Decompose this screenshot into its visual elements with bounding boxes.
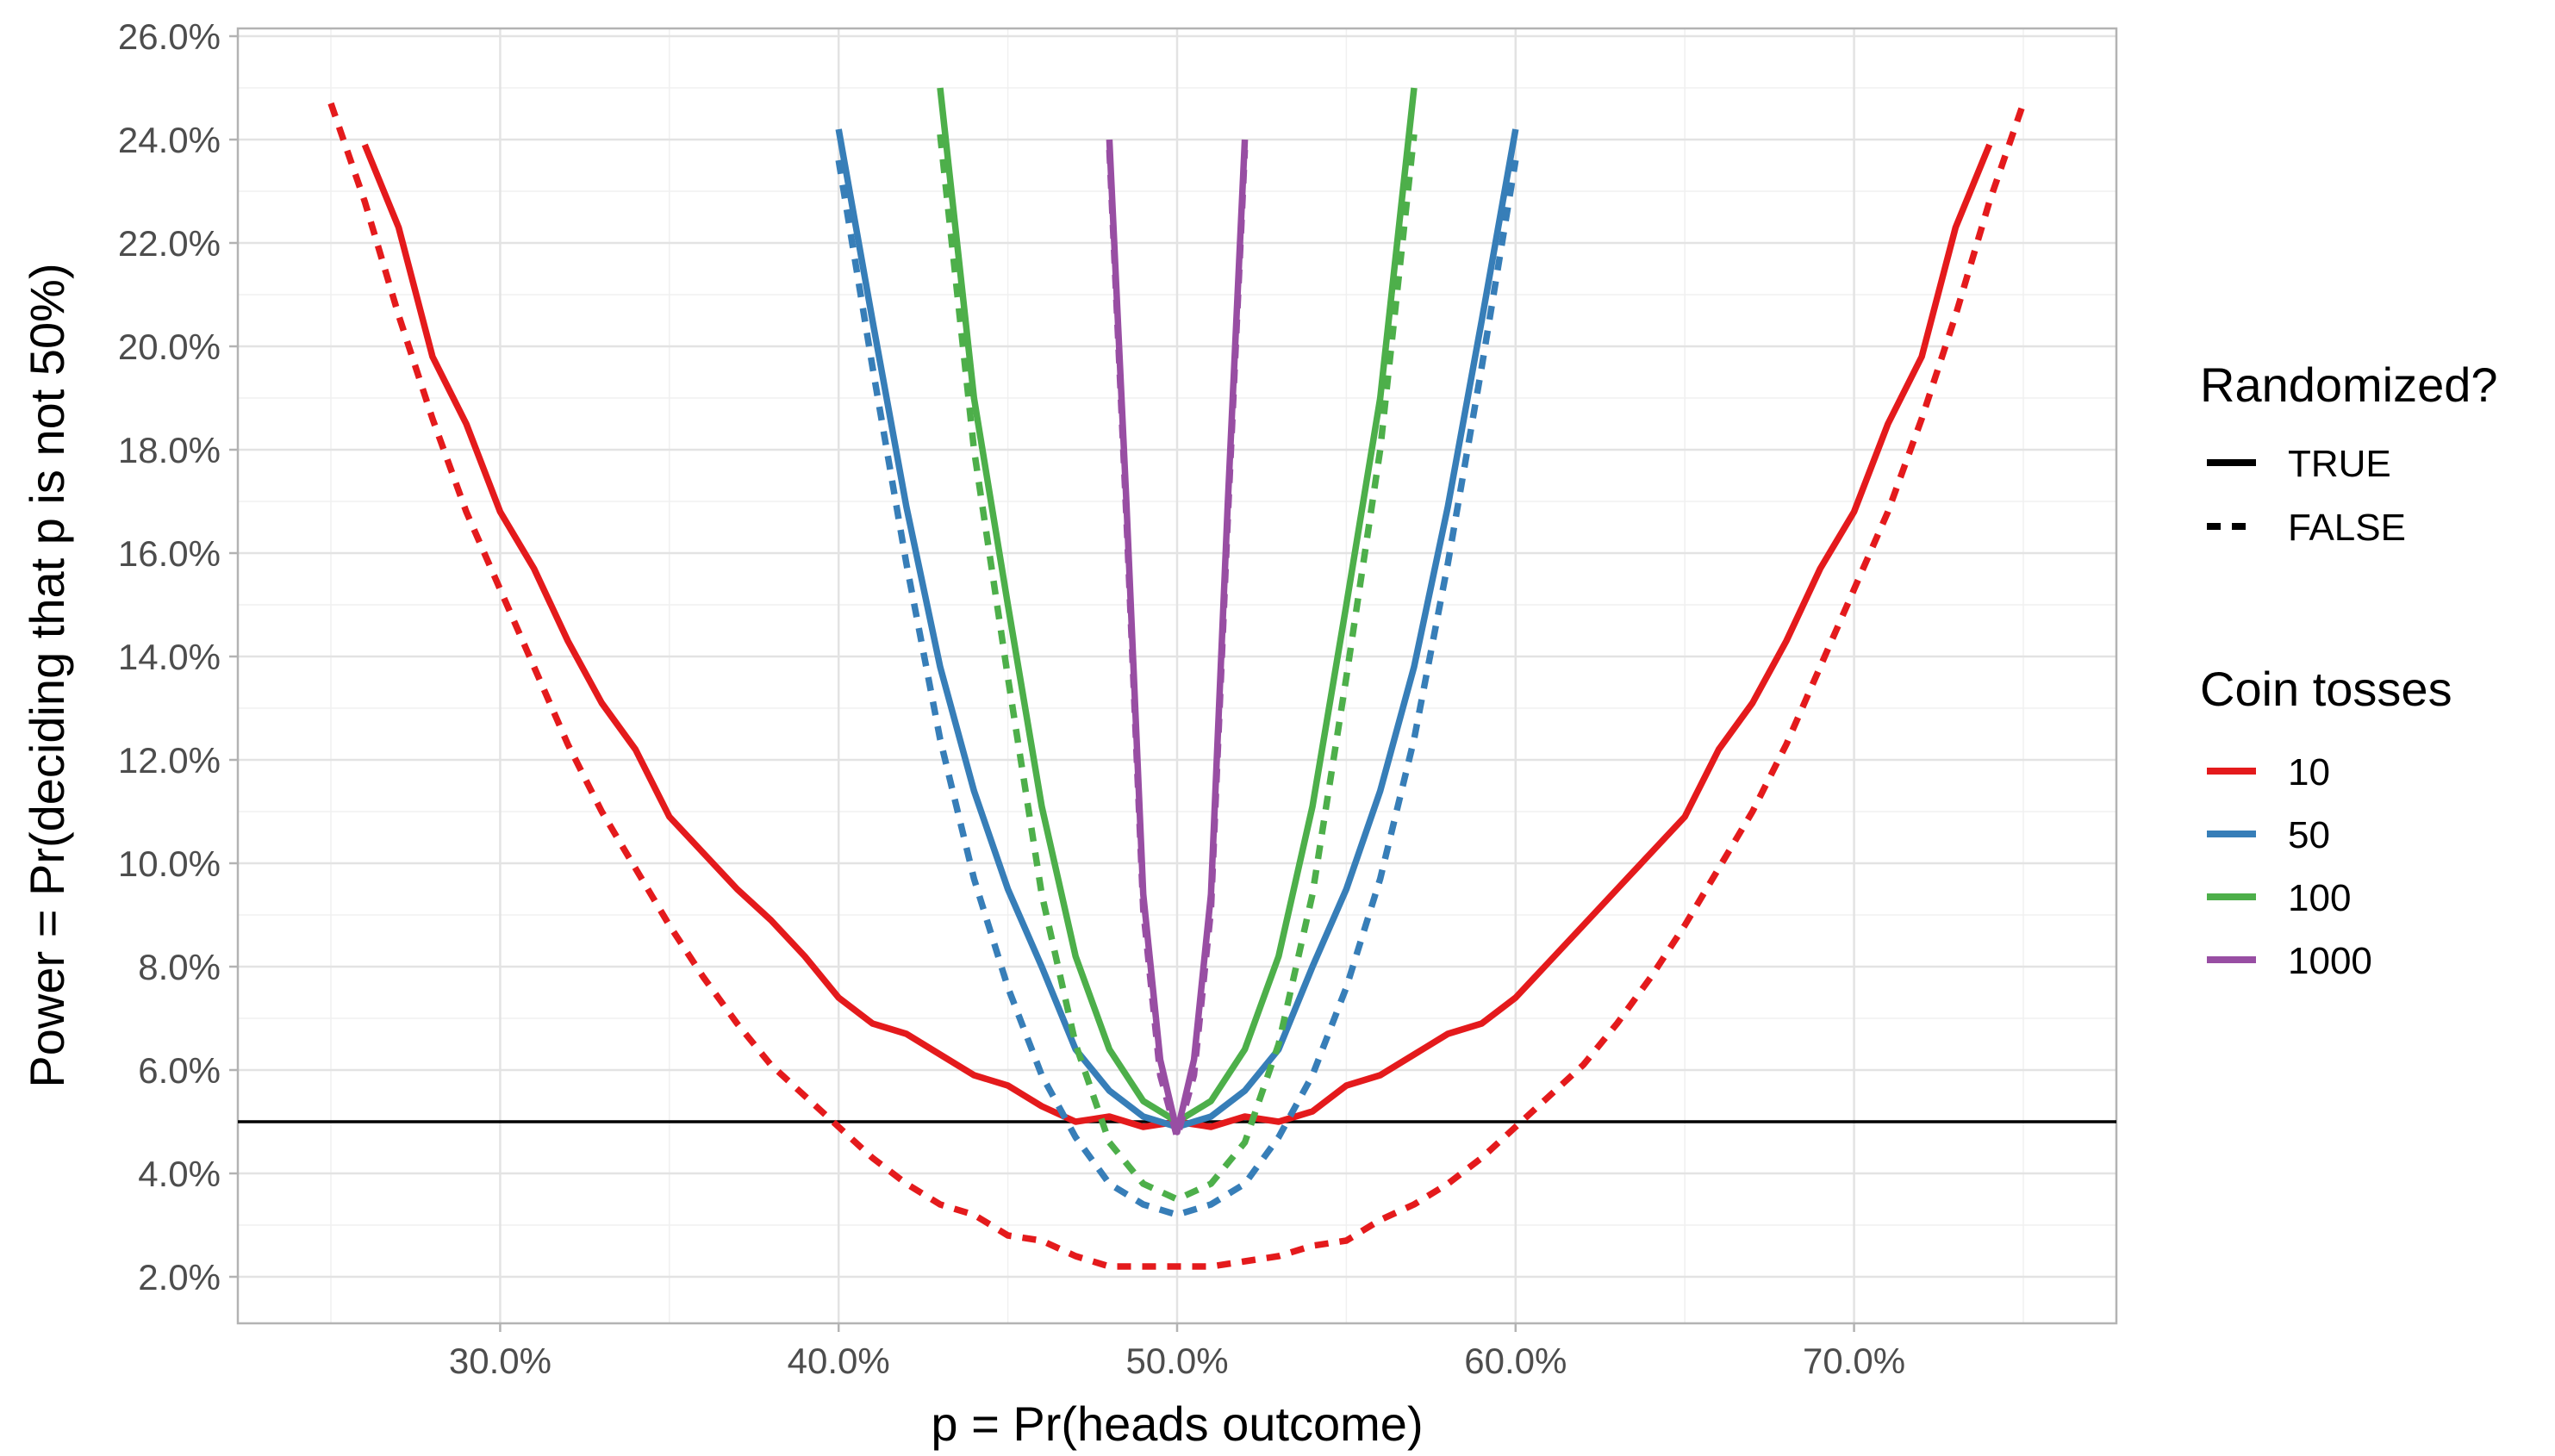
legend-title-randomized: Randomized?: [2200, 358, 2498, 412]
major-gridlines: [238, 28, 2116, 1323]
legend-label-100: 100: [2288, 877, 2351, 919]
legend-label-true: TRUE: [2288, 443, 2391, 485]
y-tick-label: 14.0%: [118, 637, 221, 677]
series-line-1000-false: [1106, 149, 1249, 1141]
y-tick-label: 24.0%: [118, 120, 221, 160]
x-axis-ticks: 30.0% 40.0% 50.0% 60.0% 70.0%: [449, 1323, 1905, 1381]
y-tick-label: 26.0%: [118, 16, 221, 57]
y-tick-label: 16.0%: [118, 533, 221, 574]
x-tick-label: 40.0%: [788, 1341, 890, 1381]
series-line-50-false: [835, 159, 1519, 1218]
x-tick-label: 30.0%: [449, 1341, 552, 1381]
y-tick-label: 12.0%: [118, 740, 221, 781]
x-tick-label: 60.0%: [1464, 1341, 1567, 1381]
y-tick-label: 22.0%: [118, 223, 221, 264]
legend-label-false: FALSE: [2288, 507, 2406, 549]
y-axis-title: Power = Pr(deciding that p is not 50%): [20, 263, 74, 1087]
y-tick-label: 4.0%: [138, 1154, 221, 1194]
legend-label-10: 10: [2288, 751, 2330, 793]
series-line-10-false: [327, 102, 2027, 1270]
x-axis-title: p = Pr(heads outcome): [931, 1397, 1423, 1451]
y-tick-label: 20.0%: [118, 327, 221, 367]
series-line-100-false: [937, 134, 1418, 1203]
y-tick-label: 18.0%: [118, 430, 221, 470]
legend-title-coin-tosses: Coin tosses: [2200, 662, 2452, 716]
x-tick-label: 50.0%: [1125, 1341, 1228, 1381]
x-tick-label: 70.0%: [1803, 1341, 1905, 1381]
y-tick-label: 8.0%: [138, 947, 221, 987]
legend: Randomized? TRUE FALSE Coin tosses 10 50…: [2200, 358, 2498, 982]
legend-label-1000: 1000: [2288, 940, 2372, 982]
y-tick-label: 6.0%: [138, 1050, 221, 1091]
y-tick-label: 10.0%: [118, 843, 221, 884]
series-lines: [327, 87, 2027, 1270]
legend-label-50: 50: [2288, 814, 2330, 856]
y-tick-label: 2.0%: [138, 1257, 221, 1297]
y-axis-ticks: 2.0% 4.0% 6.0% 8.0% 10.0% 12.0% 14.0% 16.0% 18.0…: [118, 16, 238, 1297]
